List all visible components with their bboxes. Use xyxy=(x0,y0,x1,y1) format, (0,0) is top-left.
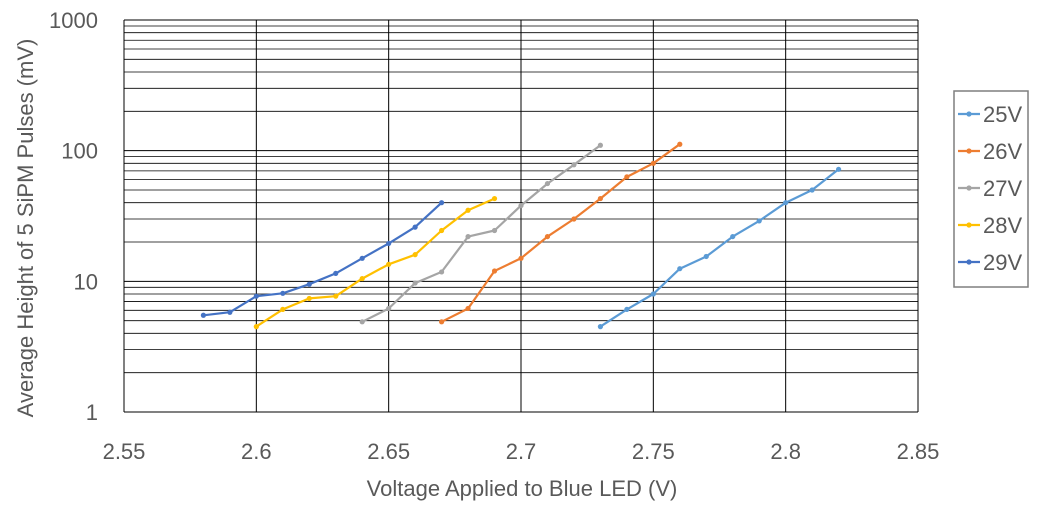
legend-label: 25V xyxy=(983,102,1022,127)
data-point xyxy=(253,293,259,299)
y-tick-label: 1000 xyxy=(49,8,98,33)
data-point xyxy=(624,306,630,312)
data-point xyxy=(703,253,709,260)
x-tick-label: 2.55 xyxy=(103,439,146,464)
series-line xyxy=(361,144,602,323)
data-point xyxy=(386,261,392,267)
gridlines xyxy=(123,19,919,413)
x-tick-label: 2.75 xyxy=(632,439,675,464)
data-point xyxy=(253,324,259,330)
data-point xyxy=(650,160,656,166)
data-point xyxy=(650,291,656,297)
data-point xyxy=(412,252,418,258)
series-line xyxy=(203,201,443,317)
series-line xyxy=(441,143,681,323)
y-axis-title: Average Height of 5 SiPM Pulses (mV) xyxy=(13,39,38,418)
data-point xyxy=(465,207,471,213)
data-point xyxy=(439,319,445,325)
data-point xyxy=(491,227,498,234)
x-tick-label: 2.6 xyxy=(241,439,272,464)
legend: 25V 26V 27V 28V 29V xyxy=(958,102,1022,275)
data-point xyxy=(306,281,312,287)
data-point xyxy=(571,162,577,168)
data-point xyxy=(783,200,789,206)
series-27V xyxy=(359,142,604,325)
data-point xyxy=(571,216,577,222)
series-line xyxy=(255,197,495,328)
data-point xyxy=(359,275,365,282)
data-point xyxy=(465,305,471,312)
y-tick-label: 1 xyxy=(86,400,98,425)
data-point xyxy=(756,218,762,224)
data-point xyxy=(465,233,471,240)
data-point xyxy=(439,269,445,275)
data-point xyxy=(836,166,842,172)
data-point xyxy=(200,312,206,318)
data-point xyxy=(439,227,445,234)
data-point xyxy=(624,174,630,180)
data-point xyxy=(280,290,286,296)
data-point xyxy=(333,293,339,299)
series-28V xyxy=(253,195,498,330)
series-line xyxy=(599,168,840,328)
data-point xyxy=(359,319,365,325)
data-point xyxy=(677,141,683,147)
data-point xyxy=(306,295,312,302)
series-25V xyxy=(597,166,842,330)
legend-item: 27V xyxy=(958,176,1022,201)
data-point xyxy=(491,195,498,202)
data-point xyxy=(333,270,339,277)
data-point xyxy=(809,187,815,193)
legend-label: 29V xyxy=(983,250,1022,275)
series-29V xyxy=(200,200,445,318)
x-tick-label: 2.8 xyxy=(770,439,801,464)
legend-item: 29V xyxy=(958,250,1022,275)
data-point xyxy=(518,255,524,261)
data-point xyxy=(386,305,392,312)
data-point xyxy=(227,309,233,315)
x-tick-label: 2.85 xyxy=(897,439,940,464)
data-point xyxy=(280,306,286,312)
legend-label: 26V xyxy=(983,139,1022,164)
x-axis-title: Voltage Applied to Blue LED (V) xyxy=(367,476,678,501)
data-point xyxy=(677,266,683,272)
series-lines xyxy=(200,141,842,330)
y-tick-labels: 1 10 100 1000 xyxy=(49,8,98,425)
data-point xyxy=(544,180,551,187)
x-tick-labels: 2.55 2.6 2.65 2.7 2.75 2.8 2.85 xyxy=(103,439,940,464)
data-point xyxy=(597,195,604,202)
legend-marker xyxy=(966,259,972,265)
x-tick-label: 2.65 xyxy=(367,439,410,464)
data-point xyxy=(518,202,524,209)
series-26V xyxy=(439,141,683,325)
y-tick-label: 10 xyxy=(74,269,98,294)
data-point xyxy=(730,233,736,240)
data-point xyxy=(412,224,418,230)
data-point xyxy=(412,280,418,286)
legend-item: 25V xyxy=(958,102,1022,127)
legend-marker xyxy=(966,148,972,154)
legend-item: 28V xyxy=(958,213,1022,238)
data-point xyxy=(544,233,551,240)
data-point xyxy=(439,200,445,206)
data-point xyxy=(386,240,392,247)
x-tick-label: 2.7 xyxy=(506,439,537,464)
data-point xyxy=(491,268,498,274)
data-point xyxy=(597,142,604,148)
y-tick-label: 100 xyxy=(61,139,98,164)
legend-label: 28V xyxy=(983,213,1022,238)
legend-marker xyxy=(966,222,972,228)
legend-item: 26V xyxy=(958,139,1022,164)
legend-marker xyxy=(966,185,972,191)
data-point xyxy=(359,255,365,261)
legend-marker xyxy=(966,111,972,117)
data-point xyxy=(597,324,604,330)
legend-label: 27V xyxy=(983,176,1022,201)
